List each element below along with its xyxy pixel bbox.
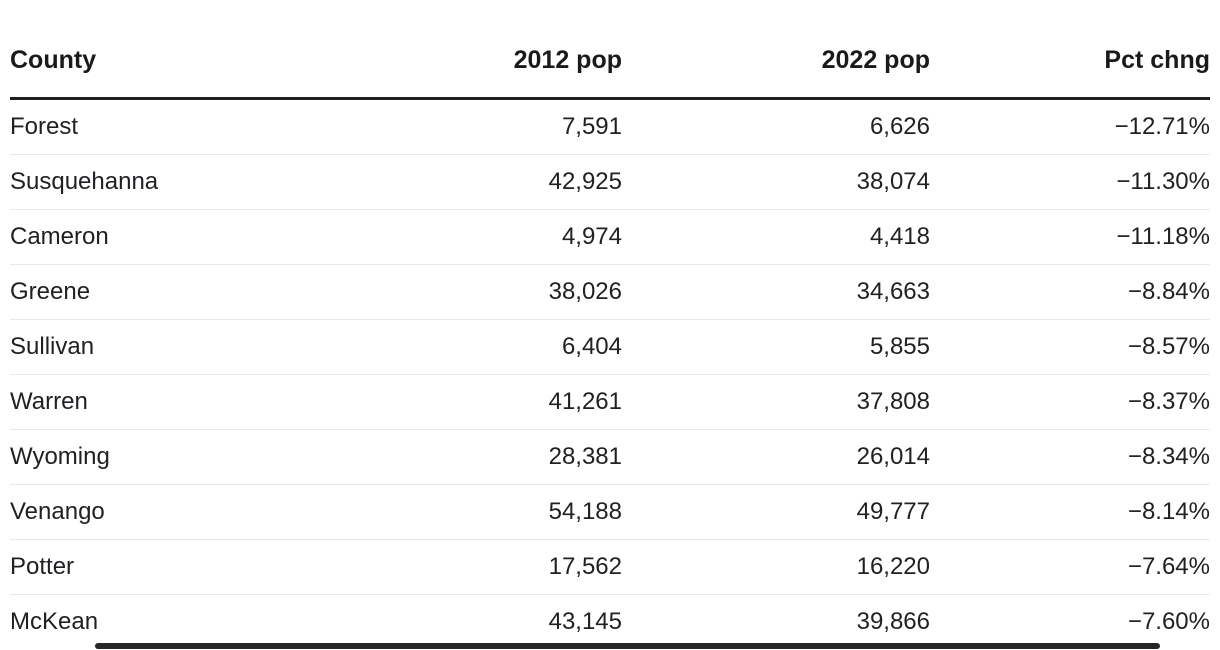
cell-2012-pop: 38,026 <box>314 264 622 320</box>
table-row: Warren 41,261 37,808 −8.37% <box>10 374 1210 430</box>
cell-county: McKean <box>10 608 99 635</box>
table-header: County 2012 pop 2022 pop Pct chng <box>10 0 1210 100</box>
table-row: Wyoming 28,381 26,014 −8.34% <box>10 429 1210 485</box>
cell-2022-pop: 4,418 <box>622 209 930 265</box>
header-pct-chng: Pct chng <box>930 0 1210 100</box>
cell-2012-pop: 54,188 <box>314 484 622 540</box>
cell-county: Warren <box>10 374 314 430</box>
cell-2012-pop: 42,925 <box>314 154 622 210</box>
table-body: Forest 7,591 6,626 −12.71% Susquehanna 4… <box>10 98 1210 650</box>
header-2012-pop: 2012 pop <box>314 0 622 100</box>
cell-2012-pop: 7,591 <box>314 98 622 155</box>
cell-pct-chng: −7.60% <box>1127 608 1210 635</box>
cell-county: Susquehanna <box>10 154 314 210</box>
table-header-row: County 2012 pop 2022 pop Pct chng <box>10 0 1210 100</box>
cell-2012-pop: 4,974 <box>314 209 622 265</box>
table-row: Greene 38,026 34,663 −8.84% <box>10 264 1210 320</box>
cell-pct-chng: −11.18% <box>930 209 1210 265</box>
horizontal-scrollbar-thumb[interactable] <box>95 643 1160 649</box>
table-row: Venango 54,188 49,777 −8.14% <box>10 484 1210 540</box>
cell-pct-chng: −7.64% <box>930 539 1210 595</box>
cell-county: Potter <box>10 539 314 595</box>
cell-2022-pop: 34,663 <box>622 264 930 320</box>
cell-pct-chng: −8.57% <box>930 319 1210 375</box>
table-row: Potter 17,562 16,220 −7.64% <box>10 539 1210 595</box>
header-2022-pop: 2022 pop <box>622 0 930 100</box>
cell-2012-pop: 41,261 <box>314 374 622 430</box>
cell-2022-pop: 26,014 <box>622 429 930 485</box>
cell-2012-pop: 43,145 <box>548 608 622 635</box>
cell-county: Sullivan <box>10 319 314 375</box>
county-population-table: County 2012 pop 2022 pop Pct chng Forest… <box>10 0 1210 649</box>
cell-pct-chng: −12.71% <box>930 98 1210 155</box>
header-county: County <box>10 0 314 100</box>
cell-county: Greene <box>10 264 314 320</box>
table-row: Forest 7,591 6,626 −12.71% <box>10 98 1210 155</box>
cell-2012-pop: 6,404 <box>314 319 622 375</box>
cell-2022-pop: 5,855 <box>622 319 930 375</box>
cell-county: Wyoming <box>10 429 314 485</box>
cell-county: Venango <box>10 484 314 540</box>
cell-county: Cameron <box>10 209 314 265</box>
cell-pct-chng: −11.30% <box>930 154 1210 210</box>
table-row: Susquehanna 42,925 38,074 −11.30% <box>10 154 1210 210</box>
cell-pct-chng: −8.34% <box>930 429 1210 485</box>
cell-2022-pop: 49,777 <box>622 484 930 540</box>
table-row: Cameron 4,974 4,418 −11.18% <box>10 209 1210 265</box>
cell-2022-pop: 16,220 <box>622 539 930 595</box>
cell-2022-pop: 6,626 <box>622 98 930 155</box>
cell-2022-pop: 38,074 <box>622 154 930 210</box>
cell-2012-pop: 28,381 <box>314 429 622 485</box>
cell-pct-chng: −8.37% <box>930 374 1210 430</box>
table-row: McKean 43,145 39,866 −7.60% <box>10 595 1210 650</box>
cell-county: Forest <box>10 98 314 155</box>
cell-2022-pop: 39,866 <box>856 608 930 635</box>
cell-pct-chng: −8.14% <box>930 484 1210 540</box>
cell-pct-chng: −8.84% <box>930 264 1210 320</box>
table-row: Sullivan 6,404 5,855 −8.57% <box>10 319 1210 375</box>
cell-2022-pop: 37,808 <box>622 374 930 430</box>
cell-2012-pop: 17,562 <box>314 539 622 595</box>
